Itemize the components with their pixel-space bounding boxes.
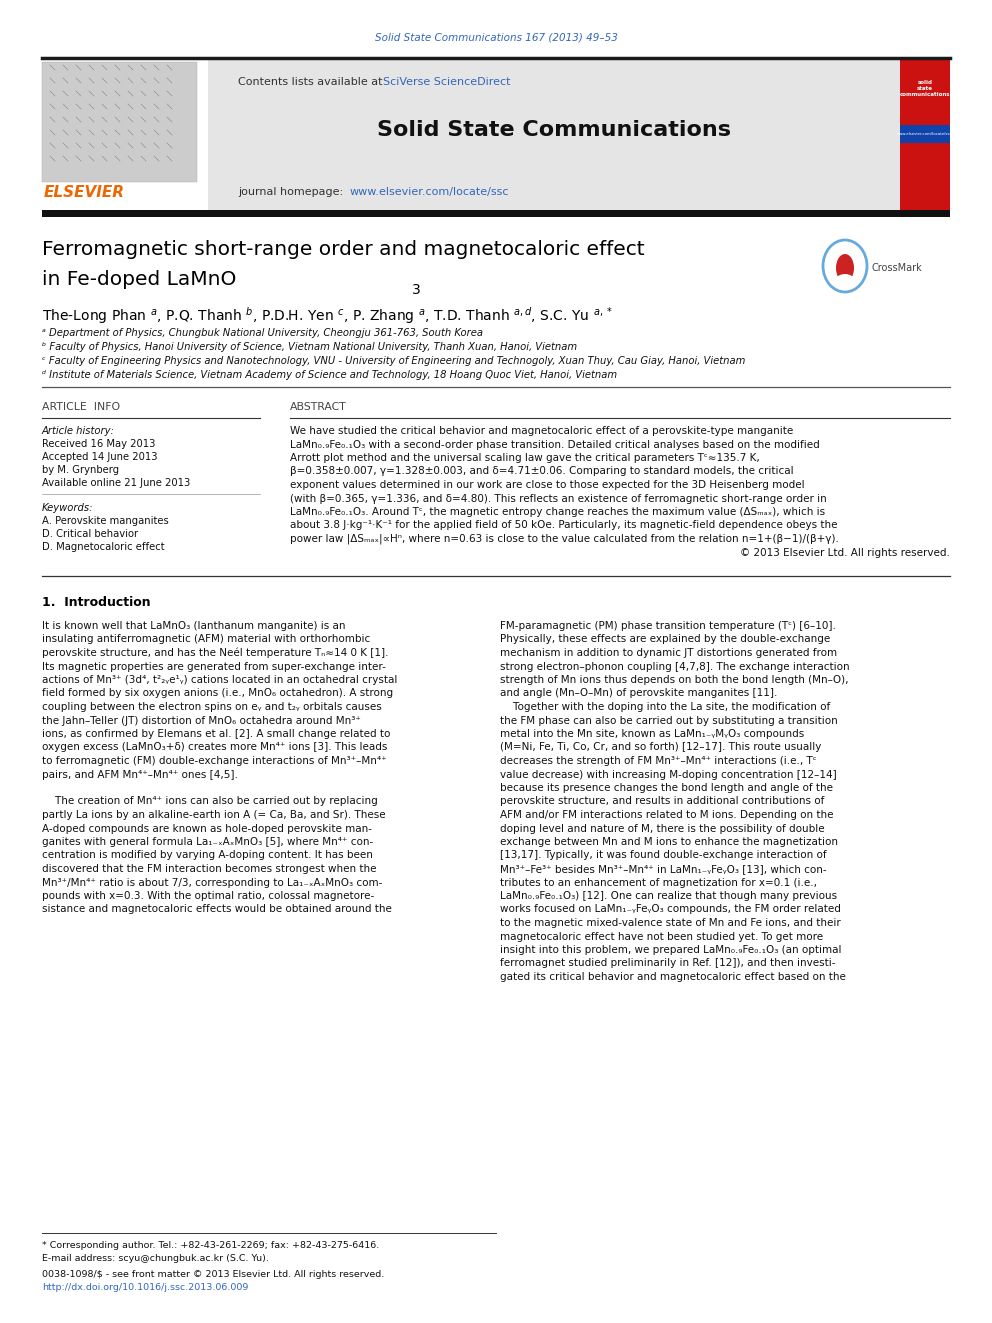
Text: ᵇ Faculty of Physics, Hanoi University of Science, Vietnam National University, : ᵇ Faculty of Physics, Hanoi University o… [42,343,577,352]
Text: Keywords:: Keywords: [42,503,93,513]
Bar [42,210,950,217]
Text: strong electron–phonon coupling [4,7,8]. The exchange interaction: strong electron–phonon coupling [4,7,8].… [500,662,849,672]
Text: Mn³⁺–Fe³⁺ besides Mn³⁺–Mn⁴⁺ in LaMn₁₋ᵧFeᵧO₃ [13], which con-: Mn³⁺–Fe³⁺ besides Mn³⁺–Mn⁴⁺ in LaMn₁₋ᵧFe… [500,864,826,875]
Text: ganites with general formula La₁₋ₓAₓMnO₃ [5], where Mn⁴⁺ con-: ganites with general formula La₁₋ₓAₓMnO₃… [42,837,373,847]
Text: value decrease) with increasing M-doping concentration [12–14]: value decrease) with increasing M-doping… [500,770,836,779]
Text: FM-paramagnetic (PM) phase transition temperature (Tᶜ) [6–10].: FM-paramagnetic (PM) phase transition te… [500,620,836,631]
Text: exponent values determined in our work are close to those expected for the 3D He: exponent values determined in our work a… [290,480,805,490]
Text: coupling between the electron spins on eᵧ and t₂ᵧ orbitals causes: coupling between the electron spins on e… [42,703,382,712]
Text: Contents lists available at: Contents lists available at [238,77,386,87]
Ellipse shape [836,254,854,282]
Text: pairs, and AFM Mn⁴⁺–Mn⁴⁺ ones [4,5].: pairs, and AFM Mn⁴⁺–Mn⁴⁺ ones [4,5]. [42,770,238,779]
Text: because its presence changes the bond length and angle of the: because its presence changes the bond le… [500,783,833,792]
Text: insight into this problem, we prepared LaMn₀.₉Fe₀.₁O₃ (an optimal: insight into this problem, we prepared L… [500,945,841,955]
Text: 0038-1098/$ - see front matter © 2013 Elsevier Ltd. All rights reserved.: 0038-1098/$ - see front matter © 2013 El… [42,1270,384,1279]
Bar [900,60,950,210]
Bar [42,62,197,183]
Text: field formed by six oxygen anions (i.e., MnO₆ octahedron). A strong: field formed by six oxygen anions (i.e.,… [42,688,393,699]
Text: insulating antiferromagnetic (AFM) material with orthorhombic: insulating antiferromagnetic (AFM) mater… [42,635,370,644]
Text: A. Perovskite manganites: A. Perovskite manganites [42,516,169,527]
Text: It is known well that LaMnO₃ (lanthanum manganite) is an: It is known well that LaMnO₃ (lanthanum … [42,620,345,631]
Text: solid
state
communications: solid state communications [900,79,950,98]
Text: 1.  Introduction: 1. Introduction [42,595,151,609]
Text: β=0.358±0.007, γ=1.328±0.003, and δ=4.71±0.06. Comparing to standard models, the: β=0.358±0.007, γ=1.328±0.003, and δ=4.71… [290,467,794,476]
Text: and angle (Mn–O–Mn) of perovskite manganites [11].: and angle (Mn–O–Mn) of perovskite mangan… [500,688,778,699]
Text: © 2013 Elsevier Ltd. All rights reserved.: © 2013 Elsevier Ltd. All rights reserved… [740,548,950,557]
Text: decreases the strength of FM Mn³⁺–Mn⁴⁺ interactions (i.e., Tᶜ: decreases the strength of FM Mn³⁺–Mn⁴⁺ i… [500,755,816,766]
Text: Together with the doping into the La site, the modification of: Together with the doping into the La sit… [500,703,830,712]
Text: ions, as confirmed by Elemans et al. [2]. A small change related to: ions, as confirmed by Elemans et al. [2]… [42,729,391,740]
Text: Solid State Communications: Solid State Communications [377,120,731,140]
Text: by M. Grynberg: by M. Grynberg [42,464,119,475]
Text: the Jahn–Teller (JT) distortion of MnO₆ octahedra around Mn³⁺: the Jahn–Teller (JT) distortion of MnO₆ … [42,716,361,725]
Bar [208,60,900,210]
Text: LaMn₀.₉Fe₀.₁O₃ with a second-order phase transition. Detailed critical analyses : LaMn₀.₉Fe₀.₁O₃ with a second-order phase… [290,439,819,450]
Text: The-Long Phan $^{a}$, P.Q. Thanh $^{b}$, P.D.H. Yen $^{c}$, P. Zhang $^{a}$, T.D: The-Long Phan $^{a}$, P.Q. Thanh $^{b}$,… [42,306,613,325]
Text: magnetocaloric effect have not been studied yet. To get more: magnetocaloric effect have not been stud… [500,931,823,942]
Text: Arrott plot method and the universal scaling law gave the critical parameters Tᶜ: Arrott plot method and the universal sca… [290,452,760,463]
Text: tributes to an enhancement of magnetization for x=0.1 (i.e.,: tributes to an enhancement of magnetizat… [500,877,817,888]
Text: ᵈ Institute of Materials Science, Vietnam Academy of Science and Technology, 18 : ᵈ Institute of Materials Science, Vietna… [42,370,617,380]
Text: doping level and nature of M, there is the possibility of double: doping level and nature of M, there is t… [500,823,824,833]
Text: http://dx.doi.org/10.1016/j.ssc.2013.06.009: http://dx.doi.org/10.1016/j.ssc.2013.06.… [42,1283,248,1293]
Ellipse shape [836,274,854,286]
Text: sistance and magnetocaloric effects would be obtained around the: sistance and magnetocaloric effects woul… [42,905,392,914]
Text: LaMn₀.₉Fe₀.₁O₃) [12]. One can realize that though many previous: LaMn₀.₉Fe₀.₁O₃) [12]. One can realize th… [500,890,837,901]
Text: about 3.8 J·kg⁻¹·K⁻¹ for the applied field of 50 kOe. Particularly, its magnetic: about 3.8 J·kg⁻¹·K⁻¹ for the applied fie… [290,520,837,531]
Text: centration is modified by varying A-doping content. It has been: centration is modified by varying A-dopi… [42,851,373,860]
Text: the FM phase can also be carried out by substituting a transition: the FM phase can also be carried out by … [500,716,838,725]
Bar [900,124,950,143]
Text: (with β=0.365, γ=1.336, and δ=4.80). This reflects an existence of ferromagnetic: (with β=0.365, γ=1.336, and δ=4.80). Thi… [290,493,826,504]
Text: ᶜ Faculty of Engineering Physics and Nanotechnology, VNU - University of Enginee: ᶜ Faculty of Engineering Physics and Nan… [42,356,745,366]
Text: to ferromagnetic (FM) double-exchange interactions of Mn³⁺–Mn⁴⁺: to ferromagnetic (FM) double-exchange in… [42,755,387,766]
Text: works focused on LaMn₁₋ᵧFeᵧO₃ compounds, the FM order related: works focused on LaMn₁₋ᵧFeᵧO₃ compounds,… [500,905,841,914]
Text: strength of Mn ions thus depends on both the bond length (Mn–O),: strength of Mn ions thus depends on both… [500,675,848,685]
Text: oxygen excess (LaMnO₃+δ) creates more Mn⁴⁺ ions [3]. This leads: oxygen excess (LaMnO₃+δ) creates more Mn… [42,742,387,753]
Text: gated its critical behavior and magnetocaloric effect based on the: gated its critical behavior and magnetoc… [500,972,846,982]
Text: 3: 3 [412,283,421,296]
Text: Mn³⁺/Mn⁴⁺ ratio is about 7/3, corresponding to La₁₋ₓAₓMnO₃ com-: Mn³⁺/Mn⁴⁺ ratio is about 7/3, correspond… [42,877,382,888]
Text: Received 16 May 2013: Received 16 May 2013 [42,439,156,448]
Text: actions of Mn³⁺ (3d⁴, t²₂ᵧe¹ᵧ) cations located in an octahedral crystal: actions of Mn³⁺ (3d⁴, t²₂ᵧe¹ᵧ) cations l… [42,675,398,685]
Text: Article history:: Article history: [42,426,115,437]
Text: ferromagnet studied preliminarily in Ref. [12]), and then investi-: ferromagnet studied preliminarily in Ref… [500,958,835,968]
Text: metal into the Mn site, known as LaMn₁₋ᵧMᵧO₃ compounds: metal into the Mn site, known as LaMn₁₋ᵧ… [500,729,805,740]
Text: in Fe-doped LaMnO: in Fe-doped LaMnO [42,270,236,288]
Text: Its magnetic properties are generated from super-exchange inter-: Its magnetic properties are generated fr… [42,662,386,672]
Text: D. Magnetocaloric effect: D. Magnetocaloric effect [42,542,165,552]
Text: www.elsevier.com/locate/ssc: www.elsevier.com/locate/ssc [350,187,510,197]
Text: power law |ΔSₘₐₓ|∝Hⁿ, where n=0.63 is close to the value calculated from the rel: power law |ΔSₘₐₓ|∝Hⁿ, where n=0.63 is cl… [290,534,839,545]
Text: LaMn₀.₉Fe₀.₁O₃. Around Tᶜ, the magnetic entropy change reaches the maximum value: LaMn₀.₉Fe₀.₁O₃. Around Tᶜ, the magnetic … [290,507,825,517]
Text: E-mail address: scyu@chungbuk.ac.kr (S.C. Yu).: E-mail address: scyu@chungbuk.ac.kr (S.C… [42,1254,269,1263]
Text: CrossMark: CrossMark [871,263,922,273]
Text: Solid State Communications 167 (2013) 49–53: Solid State Communications 167 (2013) 49… [375,33,617,44]
Text: mechanism in addition to dynamic JT distortions generated from: mechanism in addition to dynamic JT dist… [500,648,837,658]
Text: exchange between Mn and M ions to enhance the magnetization: exchange between Mn and M ions to enhanc… [500,837,838,847]
Text: pounds with x=0.3. With the optimal ratio, colossal magnetore-: pounds with x=0.3. With the optimal rati… [42,890,374,901]
Text: ᵃ Department of Physics, Chungbuk National University, Cheongju 361-763, South K: ᵃ Department of Physics, Chungbuk Nation… [42,328,483,337]
Text: The creation of Mn⁴⁺ ions can also be carried out by replacing: The creation of Mn⁴⁺ ions can also be ca… [42,796,378,807]
Text: [13,17]. Typically, it was found double-exchange interaction of: [13,17]. Typically, it was found double-… [500,851,826,860]
Text: perovskite structure, and has the Neél temperature Tₙ≈14 0 K [1].: perovskite structure, and has the Neél t… [42,648,389,659]
Text: ABSTRACT: ABSTRACT [290,402,347,411]
Text: SciVerse ScienceDirect: SciVerse ScienceDirect [383,77,511,87]
Text: journal homepage:: journal homepage: [238,187,346,197]
Text: ELSEVIER: ELSEVIER [44,185,125,200]
Text: (M=Ni, Fe, Ti, Co, Cr, and so forth) [12–17]. This route usually: (M=Ni, Fe, Ti, Co, Cr, and so forth) [12… [500,742,821,753]
Text: partly La ions by an alkaline-earth ion A (= Ca, Ba, and Sr). These: partly La ions by an alkaline-earth ion … [42,810,386,820]
Text: to the magnetic mixed-valence state of Mn and Fe ions, and their: to the magnetic mixed-valence state of M… [500,918,841,927]
Text: A-doped compounds are known as hole-doped perovskite man-: A-doped compounds are known as hole-dope… [42,823,372,833]
Text: AFM and/or FM interactions related to M ions. Depending on the: AFM and/or FM interactions related to M … [500,810,833,820]
Text: We have studied the critical behavior and magnetocaloric effect of a perovskite-: We have studied the critical behavior an… [290,426,794,437]
Text: Ferromagnetic short-range order and magnetocaloric effect: Ferromagnetic short-range order and magn… [42,239,645,259]
Text: Available online 21 June 2013: Available online 21 June 2013 [42,478,190,488]
Text: perovskite structure, and results in additional contributions of: perovskite structure, and results in add… [500,796,824,807]
Text: discovered that the FM interaction becomes strongest when the: discovered that the FM interaction becom… [42,864,377,875]
Text: Physically, these effects are explained by the double-exchange: Physically, these effects are explained … [500,635,830,644]
Text: Accepted 14 June 2013: Accepted 14 June 2013 [42,452,158,462]
Text: ARTICLE  INFO: ARTICLE INFO [42,402,120,411]
Text: www.elsevier.com/locate/ssc: www.elsevier.com/locate/ssc [897,132,952,136]
Text: * Corresponding author. Tel.: +82-43-261-2269; fax: +82-43-275-6416.: * Corresponding author. Tel.: +82-43-261… [42,1241,379,1250]
Text: D. Critical behavior: D. Critical behavior [42,529,138,538]
